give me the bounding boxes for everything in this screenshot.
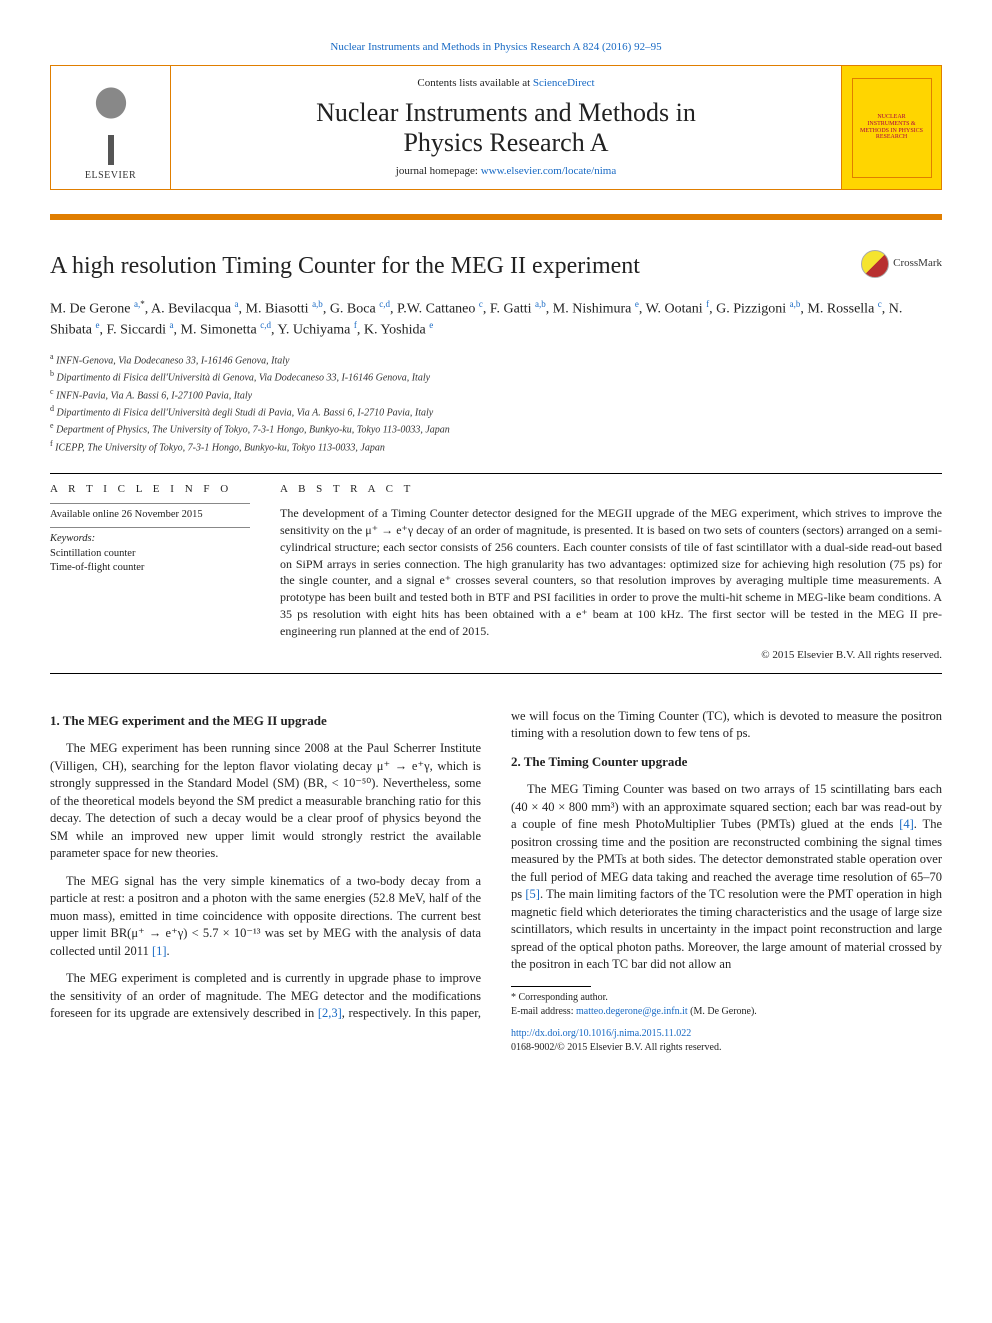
journal-citation-link[interactable]: Nuclear Instruments and Methods in Physi… <box>330 41 661 53</box>
available-online: Available online 26 November 2015 <box>50 508 250 523</box>
homepage-link[interactable]: www.elsevier.com/locate/nima <box>481 165 617 177</box>
ref-link-1[interactable]: [1] <box>152 944 167 958</box>
rule-after-abstract <box>50 673 942 674</box>
keyword-2: Time-of-flight counter <box>50 561 250 576</box>
corresponding-author-note: * Corresponding author. <box>511 991 942 1005</box>
journal-title-line2: Physics Research A <box>403 128 608 157</box>
keywords-label: Keywords: <box>50 532 250 547</box>
publisher-logo-area: ELSEVIER <box>51 66 171 189</box>
contents-prefix: Contents lists available at <box>417 77 532 89</box>
banner-center: Contents lists available at ScienceDirec… <box>171 66 841 189</box>
ref-link-4[interactable]: [4] <box>899 817 914 831</box>
s2-para-1: The MEG Timing Counter was based on two … <box>511 781 942 974</box>
journal-title-line1: Nuclear Instruments and Methods in <box>316 98 696 127</box>
journal-cover-area: NUCLEAR INSTRUMENTS & METHODS IN PHYSICS… <box>841 66 941 189</box>
abstract-column: A B S T R A C T The development of a Tim… <box>280 482 942 663</box>
footnote-rule <box>511 986 591 987</box>
sciencedirect-link[interactable]: ScienceDirect <box>533 77 595 89</box>
ref-link-2-3[interactable]: [2,3] <box>318 1006 342 1020</box>
homepage-prefix: journal homepage: <box>396 165 481 177</box>
article-info-heading: A R T I C L E I N F O <box>50 482 250 497</box>
author-email-link[interactable]: matteo.degerone@ge.infn.it <box>576 1006 688 1017</box>
section-2-heading: 2. The Timing Counter upgrade <box>511 753 942 771</box>
elsevier-tree-icon <box>71 75 151 165</box>
crossmark-label: CrossMark <box>893 256 942 271</box>
keyword-1: Scintillation counter <box>50 547 250 562</box>
email-footnote: E-mail address: matteo.degerone@ge.infn.… <box>511 1005 942 1019</box>
journal-cover-thumb: NUCLEAR INSTRUMENTS & METHODS IN PHYSICS… <box>852 78 932 178</box>
author-list: M. De Gerone a,*, A. Bevilacqua a, M. Bi… <box>50 298 942 341</box>
s1-para-2: The MEG signal has the very simple kinem… <box>50 873 481 961</box>
s1-para-1: The MEG experiment has been running sinc… <box>50 740 481 863</box>
crossmark-badge[interactable]: CrossMark <box>861 250 942 278</box>
doi-link[interactable]: http://dx.doi.org/10.1016/j.nima.2015.11… <box>511 1028 691 1039</box>
crossmark-icon <box>861 250 889 278</box>
affiliation-list: a INFN-Genova, Via Dodecaneso 33, I-1614… <box>50 351 942 455</box>
ref-link-5[interactable]: [5] <box>525 887 540 901</box>
rule-before-abstract <box>50 473 942 474</box>
issn-rights: 0168-9002/© 2015 Elsevier B.V. All right… <box>511 1041 942 1055</box>
abstract-text: The development of a Timing Counter dete… <box>280 505 942 639</box>
banner-rule <box>50 214 942 220</box>
article-body: 1. The MEG experiment and the MEG II upg… <box>50 708 942 1055</box>
abstract-heading: A B S T R A C T <box>280 482 942 497</box>
journal-banner: ELSEVIER Contents lists available at Sci… <box>50 65 942 190</box>
abstract-copyright: © 2015 Elsevier B.V. All rights reserved… <box>280 648 942 663</box>
article-info-column: A R T I C L E I N F O Available online 2… <box>50 482 250 663</box>
article-title: A high resolution Timing Counter for the… <box>50 250 640 284</box>
publisher-name: ELSEVIER <box>85 169 136 183</box>
section-1-heading: 1. The MEG experiment and the MEG II upg… <box>50 712 481 730</box>
